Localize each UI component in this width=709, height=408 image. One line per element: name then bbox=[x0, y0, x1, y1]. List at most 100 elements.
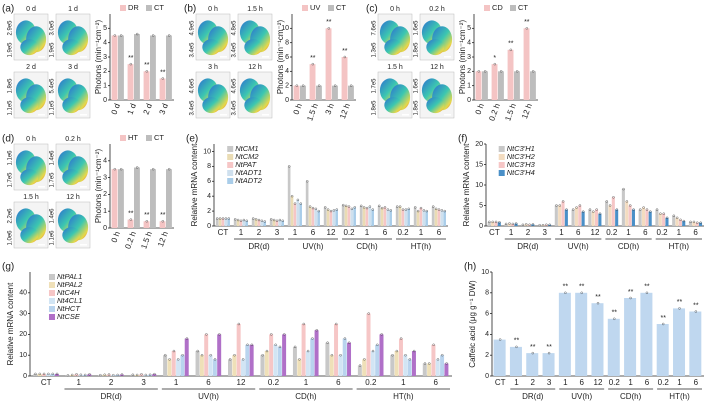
dot bbox=[436, 358, 440, 361]
bar bbox=[326, 209, 330, 226]
bar bbox=[383, 207, 387, 226]
y-tick-label: 4 bbox=[467, 40, 471, 47]
dot bbox=[315, 329, 318, 332]
legend-swatch bbox=[484, 5, 490, 11]
dot bbox=[445, 362, 448, 365]
y-tick-label: 1 bbox=[467, 83, 471, 90]
bar bbox=[335, 209, 338, 226]
leaf bbox=[20, 97, 39, 114]
panel-label: (h) bbox=[464, 262, 476, 273]
dot bbox=[306, 180, 309, 183]
legend-label: NtC3'H3 bbox=[507, 160, 536, 169]
bar bbox=[218, 218, 222, 226]
dot bbox=[598, 212, 602, 215]
dot bbox=[368, 205, 372, 208]
x-tick-label: 1 bbox=[401, 378, 406, 387]
bar bbox=[297, 359, 302, 376]
significance-label: ** bbox=[160, 212, 166, 219]
dot bbox=[241, 358, 245, 361]
y-tick-label: 10 bbox=[281, 25, 289, 32]
x-tick-label: 1 bbox=[509, 228, 514, 237]
bar bbox=[242, 220, 246, 226]
dot bbox=[548, 223, 551, 226]
dot bbox=[260, 219, 264, 222]
bar bbox=[134, 34, 140, 100]
bar bbox=[662, 213, 666, 226]
dot bbox=[326, 208, 330, 211]
bar bbox=[425, 211, 428, 226]
bar bbox=[475, 71, 482, 100]
bar bbox=[115, 374, 120, 376]
image-label: 1.5 h bbox=[247, 6, 263, 13]
dot bbox=[528, 223, 531, 226]
dot bbox=[168, 358, 171, 361]
x-tick-label: 3 bbox=[542, 228, 547, 237]
dot bbox=[113, 167, 117, 171]
bar bbox=[362, 359, 367, 376]
y-tick-label: 4 bbox=[285, 68, 289, 75]
significance-label: ** bbox=[524, 19, 530, 26]
dot bbox=[358, 364, 362, 367]
image-label: 1 d bbox=[68, 6, 78, 13]
y-tick-label: 5 bbox=[467, 25, 471, 32]
bar bbox=[260, 220, 264, 226]
dot bbox=[75, 373, 78, 376]
x-tick-label: 0.2 bbox=[658, 378, 670, 387]
y-tick-label: 1 bbox=[103, 208, 107, 215]
bar bbox=[675, 217, 679, 226]
y-tick-label: 10 bbox=[19, 352, 27, 359]
dot bbox=[419, 206, 423, 210]
bar bbox=[628, 205, 632, 226]
bar bbox=[299, 203, 302, 226]
dot bbox=[565, 208, 568, 211]
group-label: CD(h) bbox=[620, 392, 642, 401]
dot bbox=[500, 70, 503, 73]
dot bbox=[509, 48, 512, 52]
significance-label: ** bbox=[128, 210, 134, 217]
x-tick-label: 6 bbox=[383, 228, 388, 237]
image-label: 0.2 h bbox=[429, 6, 445, 13]
dot bbox=[504, 222, 508, 226]
bar bbox=[150, 169, 156, 228]
dot bbox=[161, 77, 165, 80]
significance-label: ** bbox=[546, 344, 552, 351]
dot bbox=[288, 165, 291, 168]
bar bbox=[102, 374, 107, 376]
dot bbox=[596, 302, 600, 305]
y-tick-label: 2 bbox=[285, 83, 289, 90]
bar bbox=[542, 353, 555, 376]
bar bbox=[431, 344, 436, 376]
significance-label: ** bbox=[644, 284, 650, 291]
image-label: 0 h bbox=[208, 6, 218, 13]
group-label: HT(h) bbox=[411, 242, 432, 251]
dot bbox=[335, 208, 338, 211]
x-tick-label: 3 h bbox=[324, 102, 336, 116]
x-tick-label: 12 bbox=[591, 228, 600, 237]
legend-swatch bbox=[498, 146, 505, 152]
dot bbox=[378, 204, 381, 208]
dot bbox=[34, 372, 37, 376]
bar bbox=[134, 167, 140, 228]
bar bbox=[314, 330, 319, 376]
bar bbox=[673, 308, 686, 376]
dot bbox=[391, 354, 394, 357]
bar bbox=[341, 205, 345, 226]
dot bbox=[389, 209, 392, 212]
x-tick-label: 2 bbox=[531, 378, 536, 387]
legend-label: CT bbox=[336, 3, 346, 12]
bar bbox=[509, 346, 522, 376]
legend-swatch bbox=[302, 5, 308, 11]
legend-label: NtC3'H1 bbox=[507, 144, 535, 153]
bar bbox=[143, 374, 148, 376]
x-tick-label: 6 bbox=[579, 378, 584, 387]
dot bbox=[70, 373, 74, 377]
legend-swatch bbox=[48, 282, 55, 288]
dot bbox=[83, 373, 87, 377]
dot bbox=[578, 204, 582, 207]
x-tick-label: 1 bbox=[563, 378, 568, 387]
scale-label: 1.6e5 bbox=[414, 20, 420, 36]
group-label: DR(d) bbox=[522, 392, 544, 401]
legend-swatch bbox=[48, 306, 55, 312]
significance-label: ** bbox=[530, 344, 536, 351]
x-tick-label: 3 bbox=[141, 378, 146, 387]
